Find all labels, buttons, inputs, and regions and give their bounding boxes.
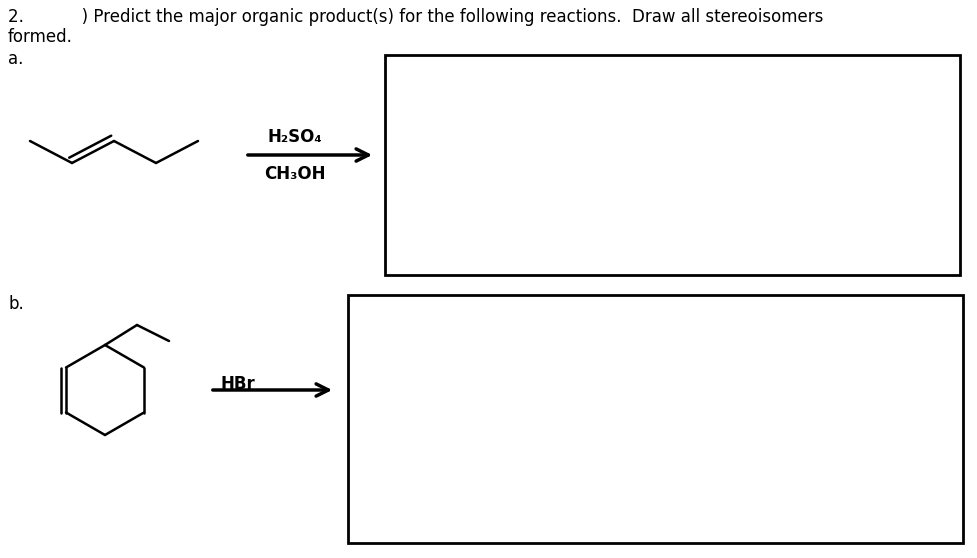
Text: a.: a.: [8, 50, 23, 68]
Bar: [348, 295, 962, 543]
Text: b.: b.: [8, 295, 23, 313]
Text: CH₃OH: CH₃OH: [264, 165, 325, 183]
Text: H₂SO₄: H₂SO₄: [268, 128, 322, 146]
Text: formed.: formed.: [8, 28, 73, 46]
Text: HBr: HBr: [220, 375, 254, 393]
Bar: [385, 55, 959, 275]
Text: 2.           ) Predict the major organic product(s) for the following reactions.: 2. ) Predict the major organic product(s…: [8, 8, 823, 26]
